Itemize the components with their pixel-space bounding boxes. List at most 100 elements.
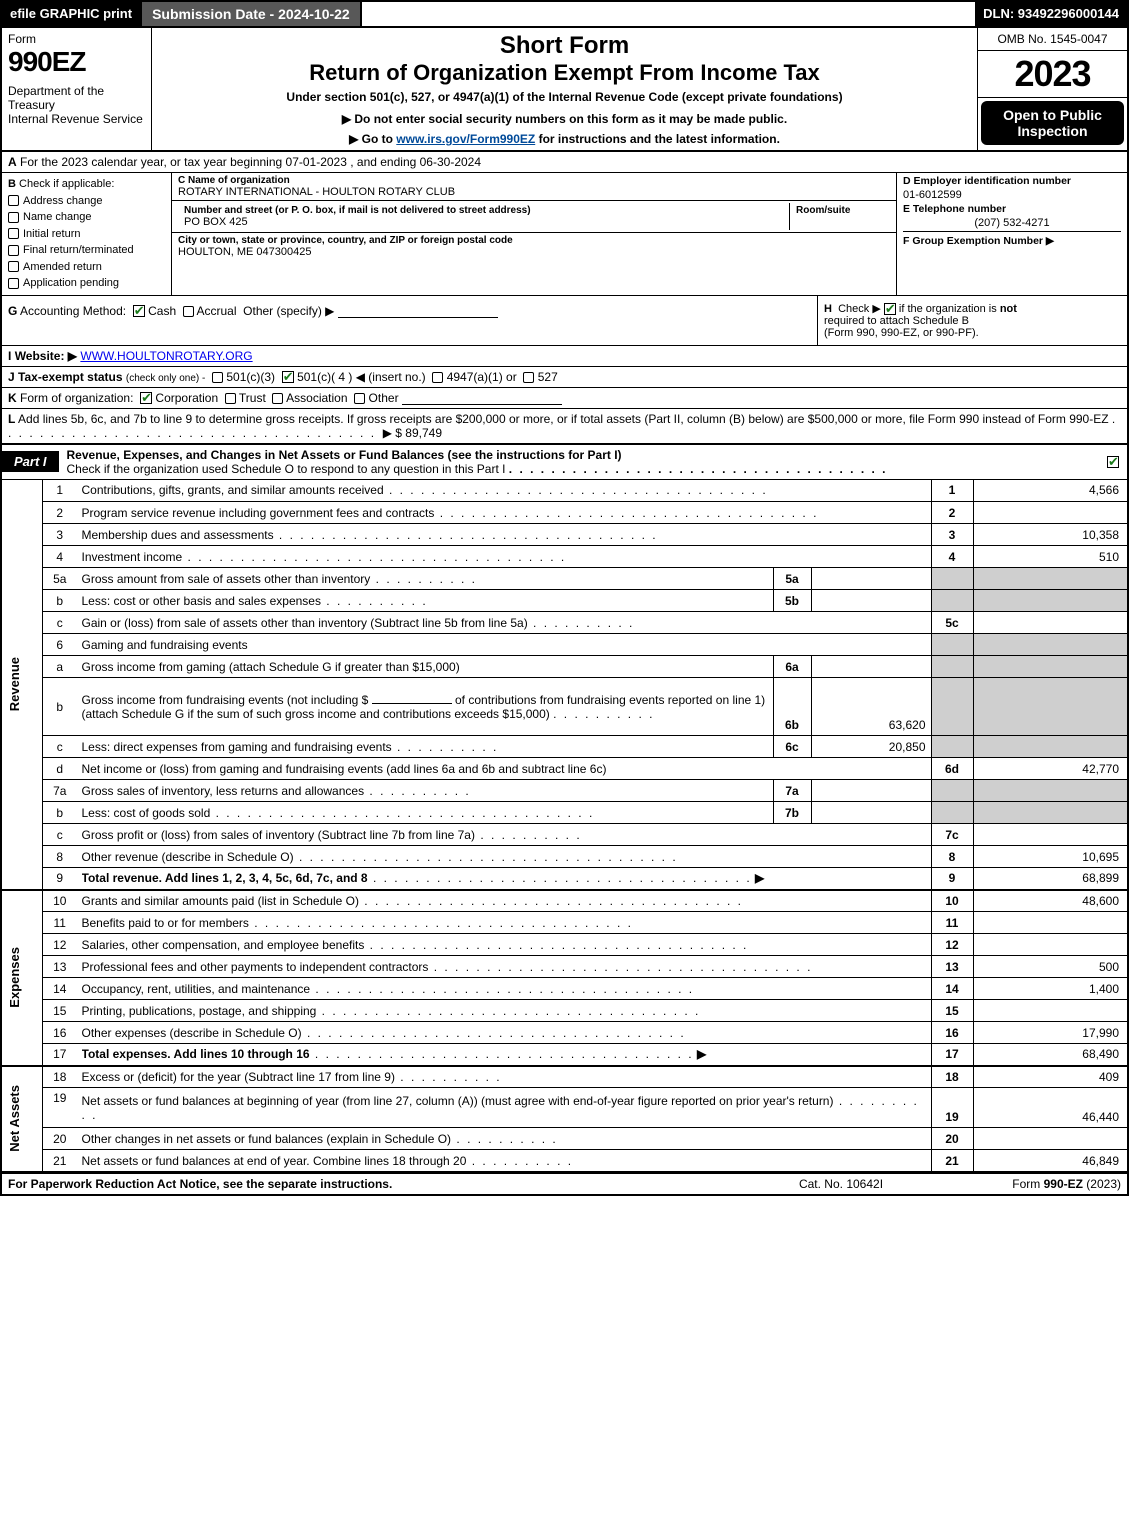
checkbox-schedule-o[interactable] <box>1107 456 1119 468</box>
letter-i: I <box>8 349 11 363</box>
k-other-blank[interactable] <box>402 393 562 405</box>
line-21: 21 Net assets or fund balances at end of… <box>1 1150 1128 1172</box>
j-label: Tax-exempt status <box>18 370 122 384</box>
l7a-sv <box>811 780 931 802</box>
radio-501c[interactable] <box>282 371 294 383</box>
irs-link[interactable]: www.irs.gov/Form990EZ <box>396 132 535 146</box>
k-o1: Corporation <box>155 391 218 405</box>
l13-val: 500 <box>973 956 1128 978</box>
l17-desc: Total expenses. Add lines 10 through 16 <box>82 1047 310 1061</box>
checkbox-accrual[interactable] <box>183 306 194 317</box>
line-19: 19 Net assets or fund balances at beginn… <box>1 1088 1128 1128</box>
revenue-label: Revenue <box>7 657 22 711</box>
dots-icon <box>359 894 743 908</box>
radio-527[interactable] <box>523 372 534 383</box>
l15-nc: 15 <box>931 1000 973 1022</box>
dept-treasury: Department of the Treasury <box>8 84 145 112</box>
l19-nc: 19 <box>931 1088 973 1128</box>
org-address: PO BOX 425 <box>184 216 783 228</box>
letter-l: L <box>8 412 15 426</box>
dots-icon <box>364 784 471 798</box>
checkbox-final-return[interactable] <box>8 245 19 256</box>
radio-501c3[interactable] <box>212 372 223 383</box>
g-accrual: Accrual <box>196 304 236 318</box>
header-center: Short Form Return of Organization Exempt… <box>152 28 977 150</box>
footer-right-form: 990-EZ <box>1044 1177 1083 1191</box>
line-6a: a Gross income from gaming (attach Sched… <box>1 656 1128 678</box>
line-9: 9 Total revenue. Add lines 1, 2, 3, 4, 5… <box>1 868 1128 890</box>
tel-value: (207) 532-4271 <box>903 217 1121 229</box>
h-text4: (Form 990, 990-EZ, or 990-PF). <box>824 327 979 339</box>
checkbox-trust[interactable] <box>225 393 236 404</box>
dots-icon <box>392 740 499 754</box>
l6d-nc: 6d <box>931 758 973 780</box>
g-other-blank[interactable] <box>338 306 498 318</box>
submission-date: Submission Date - 2024-10-22 <box>140 2 362 26</box>
c-name-label: C Name of organization <box>178 175 890 186</box>
letter-b: B <box>8 178 16 190</box>
l21-num: 21 <box>43 1150 77 1172</box>
checkbox-application-pending[interactable] <box>8 278 19 289</box>
l1-val: 4,566 <box>973 480 1128 502</box>
l9-nc: 9 <box>931 868 973 890</box>
part1-title-text: Revenue, Expenses, and Changes in Net As… <box>67 448 622 462</box>
l6b-desc1: Gross income from fundraising events (no… <box>82 693 369 707</box>
l5c-num: c <box>43 612 77 634</box>
cb-label-4: Amended return <box>23 261 102 273</box>
line-10: Expenses 10 Grants and similar amounts p… <box>1 890 1128 912</box>
l5c-val <box>973 612 1128 634</box>
dots-icon <box>210 806 594 820</box>
checkbox-amended-return[interactable] <box>8 261 19 272</box>
radio-4947[interactable] <box>432 372 443 383</box>
checkbox-address-change[interactable] <box>8 195 19 206</box>
checkbox-association[interactable] <box>272 393 283 404</box>
checkbox-corporation[interactable] <box>140 392 152 404</box>
checkbox-name-change[interactable] <box>8 212 19 223</box>
row-j: J Tax-exempt status (check only one) - 5… <box>0 367 1129 388</box>
k-o4: Other <box>369 391 399 405</box>
l14-nc: 14 <box>931 978 973 1000</box>
line-16: 16 Other expenses (describe in Schedule … <box>1 1022 1128 1044</box>
checkbox-initial-return[interactable] <box>8 228 19 239</box>
line-8: 8 Other revenue (describe in Schedule O)… <box>1 846 1128 868</box>
l11-val <box>973 912 1128 934</box>
l7b-num: b <box>43 802 77 824</box>
grey-cell <box>973 736 1128 758</box>
checkbox-other-org[interactable] <box>354 393 365 404</box>
open-to-public: Open to Public Inspection <box>981 101 1124 145</box>
grey-cell <box>931 656 973 678</box>
l20-val <box>973 1128 1128 1150</box>
dots-icon <box>310 982 694 996</box>
grey-cell <box>973 802 1128 824</box>
header-left: Form 990EZ Department of the Treasury In… <box>2 28 152 150</box>
l12-nc: 12 <box>931 934 973 956</box>
l20-desc: Other changes in net assets or fund bala… <box>82 1132 452 1146</box>
dots-icon <box>466 1154 573 1168</box>
website-link[interactable]: WWW.HOULTONROTARY.ORG <box>80 349 252 363</box>
l14-val: 1,400 <box>973 978 1128 1000</box>
dots-icon <box>249 916 633 930</box>
l1-desc: Contributions, gifts, grants, and simila… <box>82 483 384 497</box>
line-11: 11 Benefits paid to or for members 11 <box>1 912 1128 934</box>
l6a-sl: 6a <box>773 656 811 678</box>
l6b-blank[interactable] <box>372 703 452 704</box>
l10-desc: Grants and similar amounts paid (list in… <box>82 894 359 908</box>
ein-label: D Employer identification number <box>903 175 1071 187</box>
l5a-sv <box>811 568 931 590</box>
cb-label-1: Name change <box>23 211 92 223</box>
l3-desc: Membership dues and assessments <box>82 528 274 542</box>
l7a-desc: Gross sales of inventory, less returns a… <box>82 784 365 798</box>
l2-val <box>973 502 1128 524</box>
j-o1: 501(c)(3) <box>226 370 275 384</box>
l19-desc: Net assets or fund balances at beginning… <box>82 1094 834 1108</box>
l21-nc: 21 <box>931 1150 973 1172</box>
l3-num: 3 <box>43 524 77 546</box>
line-2: 2 Program service revenue including gove… <box>1 502 1128 524</box>
checkbox-h[interactable] <box>884 303 896 315</box>
section-gh: G Accounting Method: Cash Accrual Other … <box>0 296 1129 346</box>
j-sub: (check only one) - <box>126 373 205 384</box>
line-5c: c Gain or (loss) from sale of assets oth… <box>1 612 1128 634</box>
checkbox-cash[interactable] <box>133 305 145 317</box>
efile-print-label[interactable]: efile GRAPHIC print <box>2 2 140 26</box>
l19-val: 46,440 <box>973 1088 1128 1128</box>
